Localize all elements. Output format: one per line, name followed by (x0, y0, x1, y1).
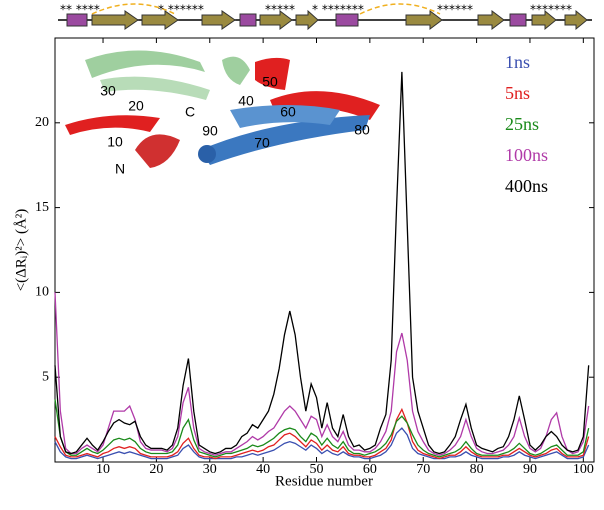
y-tick-label: 5 (42, 369, 49, 384)
series-line (54, 71, 590, 455)
series-line (54, 407, 590, 460)
legend-entry: 25ns (505, 114, 539, 134)
protein-inset (65, 50, 380, 168)
x-tick-label: 100 (573, 462, 594, 477)
x-tick-label: 20 (149, 462, 163, 477)
series-line (54, 399, 590, 458)
conservation-mark: ***** (265, 3, 295, 17)
x-tick-label: 80 (470, 462, 484, 477)
inset-label: 60 (280, 104, 296, 120)
inset-label: 70 (254, 135, 270, 151)
x-tick-label: 50 (309, 462, 323, 477)
y-tick-label: 15 (35, 200, 49, 215)
inset-label: N (115, 161, 125, 177)
inset-label: 90 (202, 123, 218, 139)
x-tick-label: 70 (416, 462, 430, 477)
x-tick-label: 30 (203, 462, 217, 477)
x-tick-label: 90 (523, 462, 537, 477)
inset-label: 30 (100, 83, 116, 99)
conservation-mark: ******* (530, 3, 572, 17)
plot-frame (54, 37, 595, 463)
x-tick-label: 60 (363, 462, 377, 477)
legend-entry: 100ns (505, 145, 548, 165)
y-tick-label: 10 (35, 285, 49, 300)
x-tick-label: 10 (96, 462, 110, 477)
secondary-structure (58, 3, 592, 31)
y-tick-label: 20 (35, 115, 49, 130)
inset-label: C (185, 104, 195, 120)
x-tick-label: 40 (256, 462, 270, 477)
y-axis-label: <(ΔRᵢ)²> (Å²) (13, 209, 29, 292)
conservation-mark: * ****** (158, 3, 204, 17)
inset-label: 50 (262, 74, 278, 90)
conservation-mark: ** **** (60, 3, 100, 17)
conservation-mark: * ******* (312, 3, 364, 17)
series-line (54, 427, 590, 460)
inset-label: 20 (128, 98, 144, 114)
legend-entry: 400ns (505, 176, 548, 196)
x-axis-label: Residue number (275, 473, 373, 489)
series-line (54, 292, 590, 456)
inset-label: 40 (238, 93, 254, 109)
conservation-mark: ****** (437, 3, 473, 17)
legend-entry: 1ns (505, 52, 530, 72)
inset-label: 80 (354, 122, 370, 138)
legend-entry: 5ns (505, 83, 530, 103)
inset-label: 10 (107, 134, 123, 150)
